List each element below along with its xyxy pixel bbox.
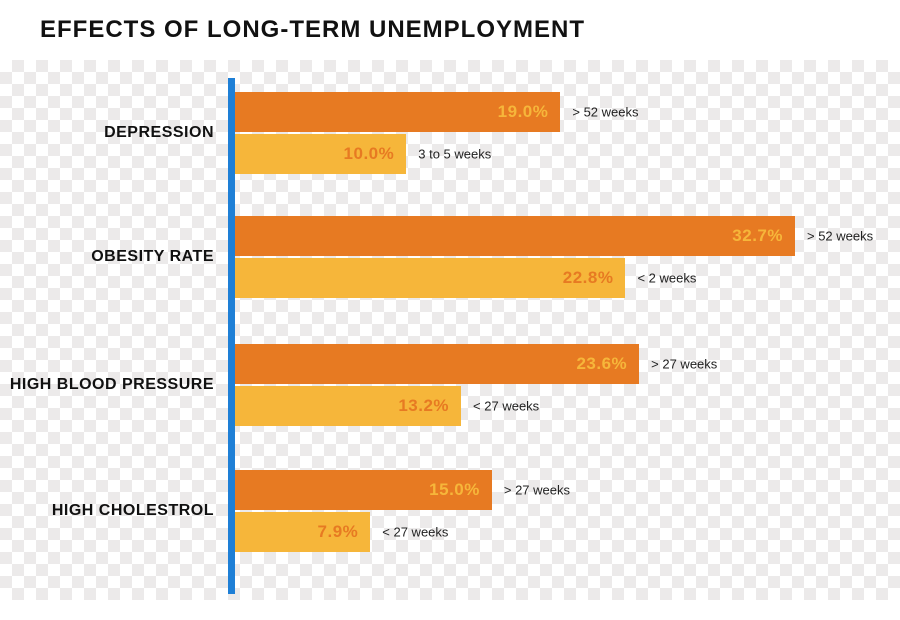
bottom-bar-note: < 27 weeks xyxy=(473,399,539,414)
top-bar: 19.0% xyxy=(235,92,560,132)
top-bar-note: > 27 weeks xyxy=(504,483,570,498)
top-bar: 32.7% xyxy=(235,216,795,256)
top-bar-note: > 52 weeks xyxy=(807,229,873,244)
category-label: HIGH CHOLESTROL xyxy=(0,502,214,520)
bottom-bar-note: < 2 weeks xyxy=(637,271,696,286)
top-bar-value: 23.6% xyxy=(576,354,627,374)
bottom-bar: 13.2% xyxy=(235,386,461,426)
top-bar-note: > 27 weeks xyxy=(651,357,717,372)
top-bar-value: 15.0% xyxy=(429,480,480,500)
bottom-bar: 10.0% xyxy=(235,134,406,174)
bottom-bar: 22.8% xyxy=(235,258,625,298)
chart-title: EFFECTS OF LONG-TERM UNEMPLOYMENT xyxy=(40,16,585,44)
category-label: HIGH BLOOD PRESSURE xyxy=(0,376,214,394)
bottom-bar-value: 10.0% xyxy=(344,144,395,164)
bottom-bar: 7.9% xyxy=(235,512,370,552)
top-bar-value: 19.0% xyxy=(498,102,549,122)
y-axis-line xyxy=(228,78,235,594)
top-bar-note: > 52 weeks xyxy=(572,105,638,120)
top-bar-value: 32.7% xyxy=(732,226,783,246)
bottom-bar-value: 22.8% xyxy=(563,268,614,288)
bottom-bar-value: 7.9% xyxy=(318,522,359,542)
bottom-bar-note: < 27 weeks xyxy=(382,525,448,540)
category-label: DEPRESSION xyxy=(0,124,214,142)
top-bar: 23.6% xyxy=(235,344,639,384)
bottom-bar-value: 13.2% xyxy=(398,396,449,416)
category-label: OBESITY RATE xyxy=(0,248,214,266)
bottom-bar-note: 3 to 5 weeks xyxy=(418,147,491,162)
top-bar: 15.0% xyxy=(235,470,492,510)
